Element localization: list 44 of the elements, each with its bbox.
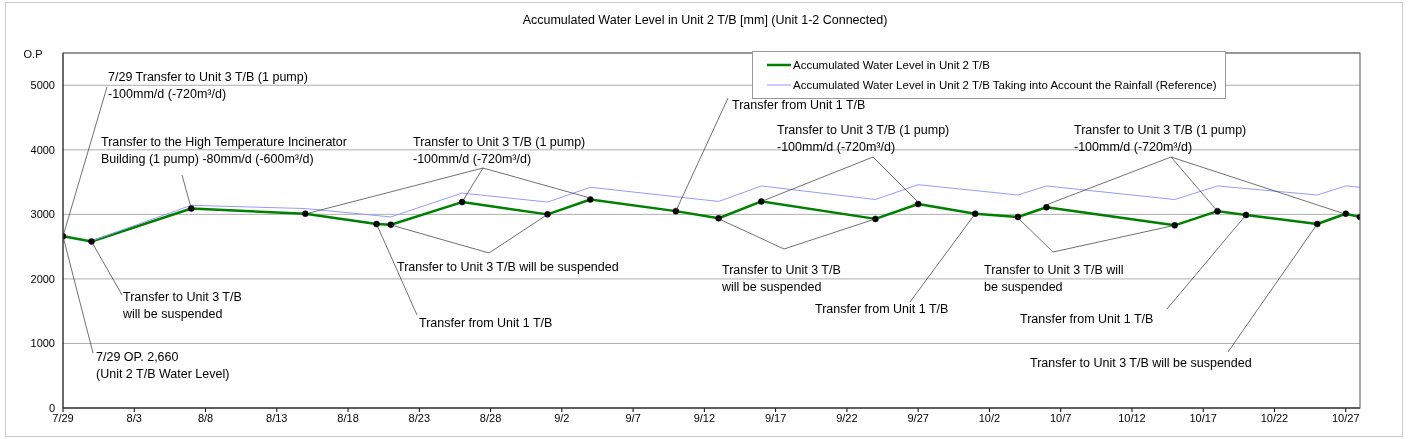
x-tick-label: 8/28: [479, 411, 502, 424]
y-tick-label: 1000: [30, 337, 55, 350]
x-tick-label: 10/27: [1331, 411, 1360, 424]
y-axis-title: O.P: [23, 48, 43, 60]
annotation: Transfer to Unit 3 T/B (1 pump) -100mm/d (-720m³/d): [1074, 123, 1247, 154]
annotation: Transfer to the High Temperature Incinerator Building (1 pump) -80mm/d (-600m³/d): [101, 135, 347, 166]
y-tick-label: 3000: [30, 208, 55, 221]
annotation: Transfer to Unit 3 T/B will be suspended: [1030, 356, 1252, 370]
x-tick-label: 10/2: [978, 411, 1001, 424]
x-tick-label: 9/22: [836, 411, 858, 424]
annotation: Transfer to Unit 3 T/B will be suspended: [721, 263, 841, 294]
annotation: 7/29 Transfer to Unit 3 T/B (1 pump) -100mm/d (-720m³/d): [108, 70, 308, 101]
x-tick-label: 9/2: [554, 411, 570, 424]
x-tick-label: 10/12: [1118, 411, 1146, 424]
y-tick-label: 4000: [30, 143, 55, 156]
annotation: 7/29 OP. 2,660 (Unit 2 T/B Water Level): [96, 350, 230, 381]
annotation: Transfer from Unit 1 T/B: [732, 98, 866, 112]
annotation: Transfer from Unit 1 T/B: [1020, 312, 1154, 326]
annotation: Transfer from Unit 1 T/B: [419, 316, 553, 330]
y-tick-label: 2000: [30, 272, 55, 285]
x-tick-label: 8/18: [337, 411, 359, 424]
annotation: Transfer to Unit 3 T/B (1 pump) -100mm/d (-720m³/d): [413, 135, 586, 166]
x-tick-label: 7/29: [52, 411, 74, 424]
x-tick-label: 9/17: [764, 411, 787, 424]
annotation: Transfer to Unit 3 T/B (1 pump) -100mm/d (-720m³/d): [777, 123, 950, 154]
x-tick-label: 8/13: [266, 411, 288, 424]
x-tick-label: 8/3: [126, 411, 142, 424]
annotation: Transfer to Unit 3 T/B will be suspended: [122, 290, 242, 321]
y-tick-label: 5000: [30, 79, 55, 92]
annotation: Transfer to Unit 3 T/B will be suspended: [397, 260, 619, 274]
x-tick-label: 9/7: [625, 411, 641, 424]
x-tick-label: 8/8: [197, 411, 214, 424]
x-tick-label: 10/7: [1049, 411, 1072, 424]
x-tick-label: 8/23: [408, 411, 431, 424]
y-tick-label: 0: [48, 401, 55, 414]
legend-label: Accumulated Water Level in Unit 2 T/B Taking into Account the Rainfall (Reference): [793, 79, 1217, 91]
legend-label: Accumulated Water Level in Unit 2 T/B: [793, 59, 990, 71]
annotation: Transfer from Unit 1 T/B: [815, 302, 949, 316]
x-tick-label: 10/17: [1189, 411, 1217, 424]
annotation: Transfer to Unit 3 T/B will be suspended: [984, 263, 1124, 294]
chart-title: Accumulated Water Level in Unit 2 T/B [mm] (Unit 1-2 Connected): [522, 13, 888, 27]
x-tick-label: 9/27: [907, 411, 929, 424]
x-tick-label: 10/22: [1260, 411, 1289, 424]
x-tick-label: 9/12: [693, 411, 716, 424]
